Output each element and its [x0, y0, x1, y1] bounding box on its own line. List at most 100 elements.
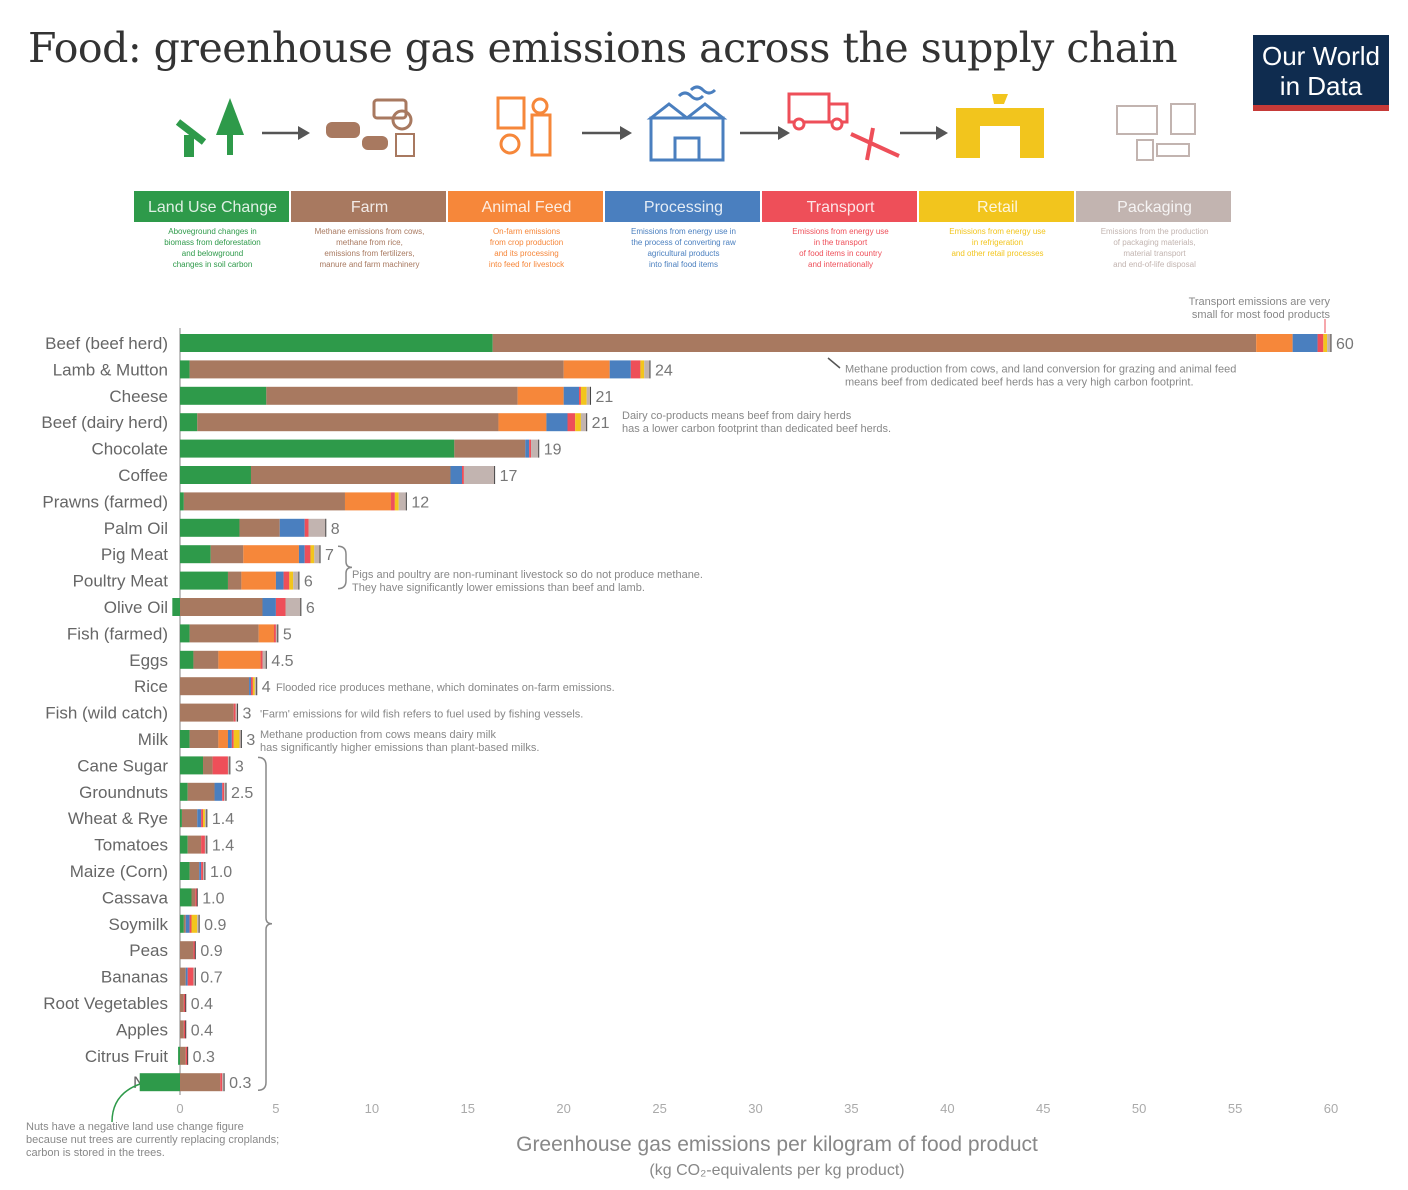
- bar-segment-farm: [180, 677, 250, 696]
- x-tick-label: 60: [1324, 1101, 1338, 1116]
- bar-segment-packaging: [204, 809, 207, 828]
- bar-segment-packaging: [586, 386, 591, 405]
- bar-segment-land-use-change: [180, 439, 455, 458]
- bar-segment-transport: [193, 941, 196, 960]
- category-label: Root Vegetables: [43, 994, 168, 1013]
- stage-desc-line: of food items in country: [799, 249, 882, 258]
- bar-segment-packaging: [285, 598, 301, 616]
- bar-segment-packaging: [254, 677, 257, 696]
- category-label: Beef (beef herd): [45, 334, 168, 353]
- bar-segment-processing: [525, 439, 530, 458]
- category-label: Wheat & Rye: [68, 809, 168, 828]
- bar-segment-land-use-change: [180, 386, 267, 405]
- bar-segment-land-use-change: [180, 545, 211, 564]
- flow-arrow-head: [936, 126, 948, 140]
- bar-segment-packaging: [227, 756, 230, 775]
- factory-icon: [646, 85, 728, 162]
- bar-segment-land-use-change: [180, 360, 190, 379]
- bar-segment-transport: [222, 782, 225, 801]
- bar-segment-animal-feed: [344, 492, 392, 511]
- stage-desc-line: material transport: [1123, 249, 1186, 258]
- category-label: Cane Sugar: [77, 756, 168, 775]
- bar-segment-processing: [249, 677, 251, 696]
- bar-segment-processing: [185, 914, 190, 933]
- value-label: 24: [655, 362, 673, 379]
- bar-segment-transport: [260, 650, 263, 669]
- cart-shape: [992, 94, 1008, 104]
- box-shape: [1156, 143, 1190, 157]
- bar-segment-farm: [189, 624, 259, 643]
- truck-wheel: [830, 117, 844, 131]
- bar-segment-packaging: [580, 413, 587, 432]
- x-tick-label: 55: [1228, 1101, 1242, 1116]
- bar-segment-land-use-change: [180, 413, 198, 432]
- bar-segment-retail: [310, 545, 315, 564]
- bar-segment-processing: [279, 518, 305, 537]
- bar-segment-transport: [273, 624, 276, 643]
- deforestation-icon: [175, 98, 244, 157]
- packaging-icon: [1116, 103, 1196, 161]
- bar-segment-packaging: [239, 730, 242, 748]
- bar-segment-packaging: [463, 466, 495, 484]
- bar-segment-farm: [191, 888, 196, 907]
- stage-desc-line: in the transport: [814, 238, 868, 247]
- x-tick-label: 35: [844, 1101, 858, 1116]
- bar-segment-animal-feed: [517, 386, 564, 405]
- bottle-crate: [1116, 105, 1158, 135]
- owid-logo[interactable]: Our World in Data: [1253, 35, 1389, 111]
- stage-desc-line: into feed for livestock: [489, 260, 565, 269]
- bar-segment-retail: [191, 914, 198, 933]
- bar-segment-transport: [195, 888, 198, 907]
- stage-desc-line: and its processing: [494, 249, 558, 258]
- truck-wheel: [792, 117, 806, 131]
- farm-icon: [326, 98, 415, 157]
- tractor-wheel: [391, 109, 413, 131]
- stage-desc-line: Emissions from energy use: [792, 227, 889, 236]
- annotation-text: means beef from dedicated beef herds has…: [845, 376, 1194, 388]
- annotation-text: because nut trees are currently replacin…: [26, 1134, 279, 1146]
- falling-trunk: [175, 119, 207, 145]
- stage-desc-line: the process of converting raw: [631, 238, 736, 247]
- bar-segment-animal-feed: [243, 545, 299, 564]
- value-label: 0.9: [204, 917, 226, 934]
- bar-segment-land-use-change: [180, 914, 184, 933]
- stage-desc-line: Methane emissions from cows,: [315, 227, 425, 236]
- bar-segment-packaging: [235, 703, 238, 722]
- bar-segment-transport: [567, 413, 576, 432]
- stage-label-4: Transport: [807, 199, 875, 216]
- category-label: Cheese: [109, 387, 168, 406]
- value-label: 8: [331, 521, 340, 538]
- bar-segment-land-use-change: [180, 809, 182, 828]
- annotation-text: They have significantly lower emissions …: [352, 582, 645, 594]
- bar-segment-transport: [304, 545, 311, 564]
- value-label: 6: [304, 574, 313, 591]
- x-tick-label: 20: [556, 1101, 570, 1116]
- bar-segment-farm: [180, 967, 186, 986]
- bar-segment-farm: [180, 994, 184, 1012]
- x-tick-label: 30: [748, 1101, 762, 1116]
- bar-segment-animal-feed: [241, 571, 276, 590]
- bar-segment-animal-feed: [218, 650, 261, 669]
- stage-desc-line: agricultural products: [647, 249, 719, 258]
- x-tick-label: 25: [652, 1101, 666, 1116]
- category-label: Soymilk: [108, 915, 168, 934]
- bar-segment-farm: [180, 703, 234, 722]
- value-label: 5: [283, 626, 292, 643]
- category-label: Chocolate: [91, 440, 168, 459]
- value-label: 0.7: [200, 970, 222, 987]
- value-label: 0.4: [191, 1022, 213, 1039]
- stage-desc-line: changes in soil carbon: [173, 260, 253, 269]
- bar-segment-farm: [239, 518, 280, 537]
- category-label: Apples: [116, 1020, 168, 1039]
- bar-segment-land-use-change: [180, 518, 240, 537]
- stage-desc-line: On-farm emissions: [493, 227, 560, 236]
- stage-desc-line: emissions from fertilizers,: [324, 249, 414, 258]
- category-label: Coffee: [118, 466, 168, 485]
- bar-segment-land-use-change: [180, 492, 184, 511]
- bar-segment-transport: [185, 1046, 188, 1065]
- bar-segment-packaging: [1327, 334, 1331, 352]
- bar-segment-transport: [212, 756, 228, 775]
- bar-segment-farm: [180, 1073, 221, 1092]
- x-tick-label: 50: [1132, 1101, 1146, 1116]
- value-label: 1.0: [210, 864, 232, 881]
